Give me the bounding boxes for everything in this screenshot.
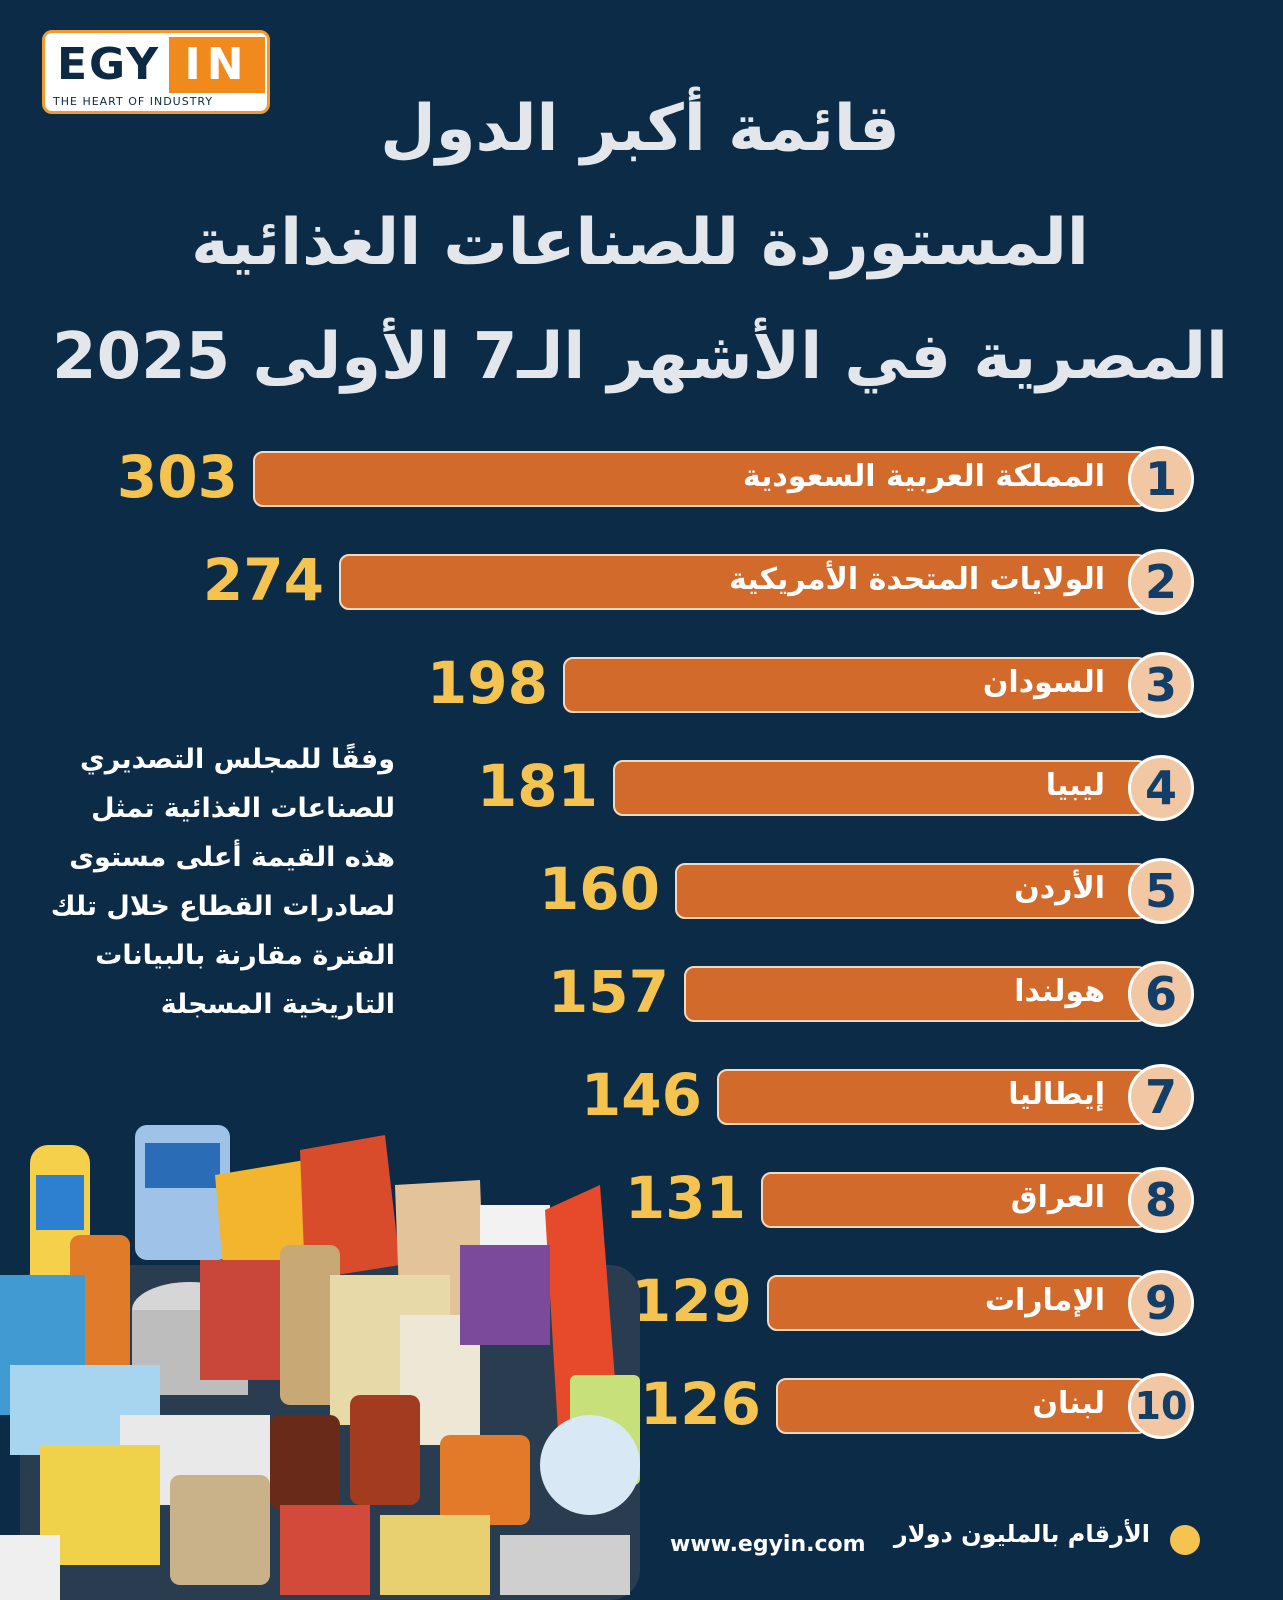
bar-3 [563, 657, 1148, 713]
bar-label-2: الولايات المتحدة الأمريكية [729, 562, 1105, 597]
value-label-6: 157 [547, 958, 669, 1026]
value-label-1: 303 [116, 443, 238, 511]
logo-in-text: IN [169, 37, 265, 93]
bar-10 [776, 1378, 1148, 1434]
rank-badge-8: 8 [1128, 1167, 1194, 1233]
bar-7 [717, 1069, 1148, 1125]
value-label-9: 129 [630, 1267, 752, 1335]
value-label-7: 146 [580, 1061, 702, 1129]
value-label-10: 126 [639, 1370, 761, 1438]
bar-label-3: السودان [982, 665, 1105, 700]
bar-2 [339, 554, 1148, 610]
egyin-logo: EGY IN THE HEART OF INDUSTRY [42, 30, 270, 114]
unit-dot-icon [1170, 1525, 1200, 1555]
rank-badge-4: 4 [1128, 755, 1194, 821]
rank-badge-9: 9 [1128, 1270, 1194, 1336]
value-label-8: 131 [624, 1164, 746, 1232]
rank-badge-10: 10 [1128, 1373, 1194, 1439]
rank-badge-1: 1 [1128, 446, 1194, 512]
logo-egy-text: EGY [57, 39, 161, 90]
source-note: وفقًا للمجلس التصديري للصناعات الغذائية … [50, 744, 395, 1020]
page-title: قائمة أكبر الدول المستوردة للصناعات الغذ… [40, 72, 1240, 414]
title-line-1: قائمة أكبر الدول [380, 92, 900, 166]
bar-label-6: هولندا [1014, 974, 1105, 1009]
bar-label-1: المملكة العربية السعودية [742, 459, 1105, 494]
bar-label-4: ليبيا [1045, 768, 1105, 803]
food-products-illustration [0, 1125, 640, 1600]
bar-label-7: إيطاليا [1008, 1077, 1105, 1112]
title-line-3: المصرية في الأشهر الـ7 الأولى 2025 [52, 320, 1228, 394]
bar-label-10: لبنان [1032, 1386, 1105, 1421]
bar-6 [684, 966, 1148, 1022]
unit-legend: الأرقام بالمليون دولار [893, 1520, 1150, 1548]
rank-badge-2: 2 [1128, 549, 1194, 615]
bar-label-9: الإمارات [984, 1283, 1105, 1318]
value-label-4: 181 [476, 752, 598, 820]
value-label-3: 198 [426, 649, 548, 717]
value-label-2: 274 [202, 546, 324, 614]
bar-label-5: الأردن [1014, 871, 1105, 906]
logo-tagline: THE HEART OF INDUSTRY [53, 95, 214, 108]
rank-badge-6: 6 [1128, 961, 1194, 1027]
bar-9 [767, 1275, 1148, 1331]
bar-label-8: العراق [1010, 1180, 1105, 1215]
bar-5 [675, 863, 1148, 919]
bar-1 [253, 451, 1148, 507]
rank-badge-3: 3 [1128, 652, 1194, 718]
value-label-5: 160 [538, 855, 660, 923]
rank-badge-5: 5 [1128, 858, 1194, 924]
bar-4 [613, 760, 1148, 816]
rank-badge-7: 7 [1128, 1064, 1194, 1130]
website-url: www.egyin.com [670, 1532, 866, 1557]
title-line-2: المستوردة للصناعات الغذائية [191, 206, 1089, 280]
